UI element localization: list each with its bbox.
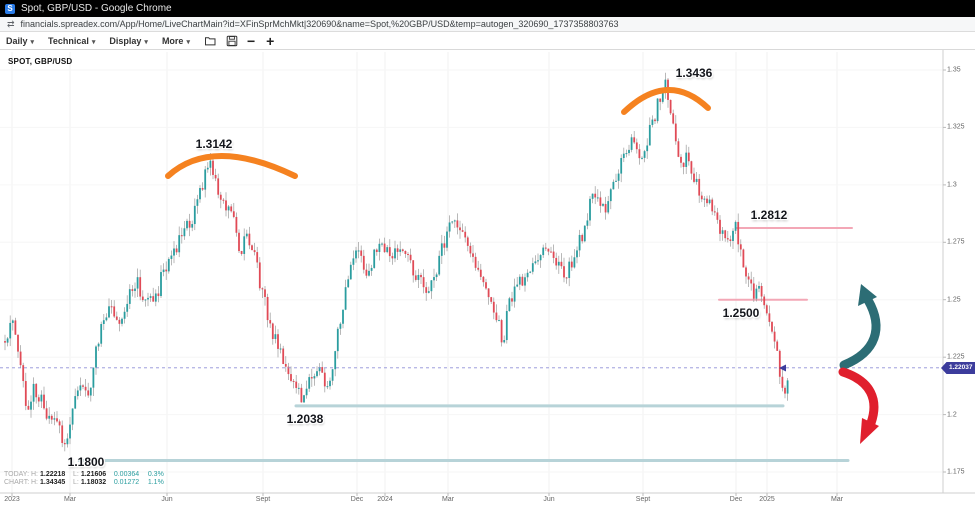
annotation-1-2812: 1.2812 [750, 208, 788, 222]
chevron-down-icon: ▾ [30, 39, 35, 46]
window-title-bar: S Spot, GBP/USD - Google Chrome [0, 0, 975, 17]
window-title: Spot, GBP/USD - Google Chrome [21, 3, 172, 14]
chevron-down-icon: ▾ [144, 39, 148, 46]
arrow-up-icon [839, 284, 881, 370]
y-tick-label: 1.175 [947, 468, 965, 476]
candlestick-chart [0, 50, 975, 496]
current-price-badge: 1.22037 [941, 362, 975, 374]
x-tick-label: Jun [161, 496, 173, 503]
arrow-down-icon [838, 367, 879, 444]
url-text[interactable]: financials.spreadex.com/App/Home/LiveCha… [20, 19, 619, 29]
x-tick-label: 2024 [377, 496, 393, 503]
annotation-1-3436: 1.3436 [675, 66, 713, 80]
annotation-1-2038: 1.2038 [286, 412, 324, 426]
spreadex-favicon-icon: S [5, 3, 15, 14]
save-icon[interactable] [226, 35, 238, 47]
axis-tick-marks [11, 69, 946, 496]
y-tick-label: 1.3 [947, 181, 957, 189]
swap-arrows-icon: ⇄ [7, 18, 15, 29]
open-folder-icon[interactable] [204, 35, 217, 47]
x-tick-label: Sept [255, 496, 271, 503]
x-tick-label: Dec [729, 496, 743, 503]
gridlines [0, 52, 943, 493]
peak-arc-1-icon [165, 153, 298, 179]
symbol-label: SPOT, GBP/USD [8, 57, 73, 66]
y-tick-label: 1.275 [947, 238, 965, 246]
chart-stats-row: CHART: H: 1.34345 L: 1.18032 0.01272 1.1% [4, 479, 164, 486]
peak-arc-2-icon [621, 86, 711, 115]
support-resistance-lines [77, 227, 853, 463]
y-tick-label: 1.35 [947, 66, 961, 74]
x-tick-label: Mar [63, 496, 77, 503]
candles [4, 72, 789, 452]
menu-daily[interactable]: Daily ▾ [6, 36, 35, 46]
y-tick-label: 1.2 [947, 411, 957, 419]
chevron-down-icon: ▾ [186, 39, 190, 46]
zoom-out-button[interactable]: − [246, 33, 256, 49]
y-tick-label: 1.25 [947, 296, 961, 304]
zoom-in-button[interactable]: + [266, 33, 275, 49]
annotation-1-2500: 1.2500 [722, 306, 760, 320]
chart-toolbar: Daily ▾ Technical ▾ Display ▾ More ▾ − + [0, 33, 975, 50]
today-stats-row: TODAY: H: 1.22218 L: 1.21606 0.00364 0.3% [4, 471, 164, 478]
address-bar[interactable]: ⇄ financials.spreadex.com/App/Home/LiveC… [0, 17, 975, 32]
chevron-down-icon: ▾ [91, 39, 96, 46]
annotation-1-3142: 1.3142 [195, 137, 233, 151]
y-tick-label: 1.225 [947, 353, 965, 361]
menu-display[interactable]: Display ▾ [109, 36, 148, 46]
stats-legend: TODAY: H: 1.22218 L: 1.21606 0.00364 0.3% CHAR… [4, 471, 164, 487]
last-price-marker-icon [779, 364, 786, 372]
x-tick-label: Jun [543, 496, 555, 503]
chart-canvas[interactable] [0, 50, 975, 513]
x-tick-label: Dec [350, 496, 364, 503]
x-tick-label: Mar [441, 496, 455, 503]
y-tick-label: 1.325 [947, 123, 965, 131]
x-tick-label: 2023 [4, 496, 20, 503]
annotation-1-1800: 1.1800 [67, 455, 105, 469]
x-tick-label: Sept [635, 496, 651, 503]
menu-technical[interactable]: Technical ▾ [48, 36, 96, 46]
x-tick-label: Mar [830, 496, 844, 503]
menu-more[interactable]: More ▾ [161, 36, 190, 46]
x-tick-label: 2025 [759, 496, 775, 503]
